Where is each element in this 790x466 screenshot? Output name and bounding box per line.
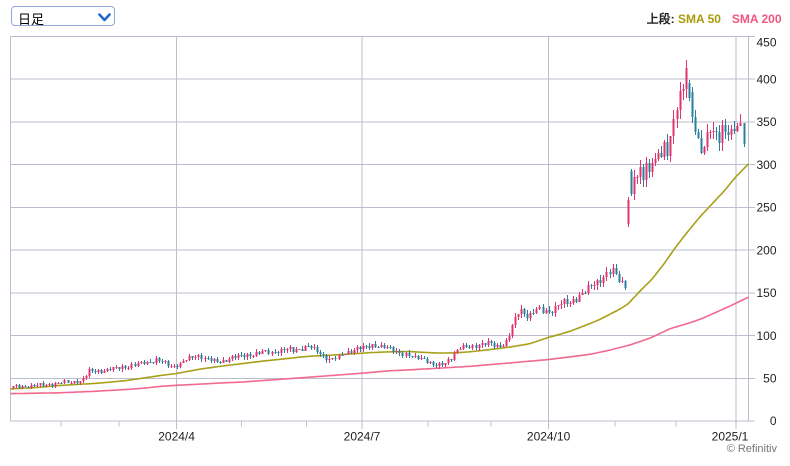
svg-text:2025/1: 2025/1 xyxy=(712,430,749,444)
svg-text:150: 150 xyxy=(756,286,776,300)
svg-text:350: 350 xyxy=(756,115,776,129)
svg-text:2024/7: 2024/7 xyxy=(344,430,381,444)
svg-text:2024/4: 2024/4 xyxy=(158,430,195,444)
svg-text:400: 400 xyxy=(756,72,776,86)
svg-text:0: 0 xyxy=(770,414,777,428)
svg-text:450: 450 xyxy=(756,36,776,50)
svg-text:2024/10: 2024/10 xyxy=(527,430,571,444)
svg-text:300: 300 xyxy=(756,158,776,172)
svg-text:200: 200 xyxy=(756,243,776,257)
svg-text:250: 250 xyxy=(756,201,776,215)
svg-text:50: 50 xyxy=(763,372,777,386)
svg-text:100: 100 xyxy=(756,329,776,343)
